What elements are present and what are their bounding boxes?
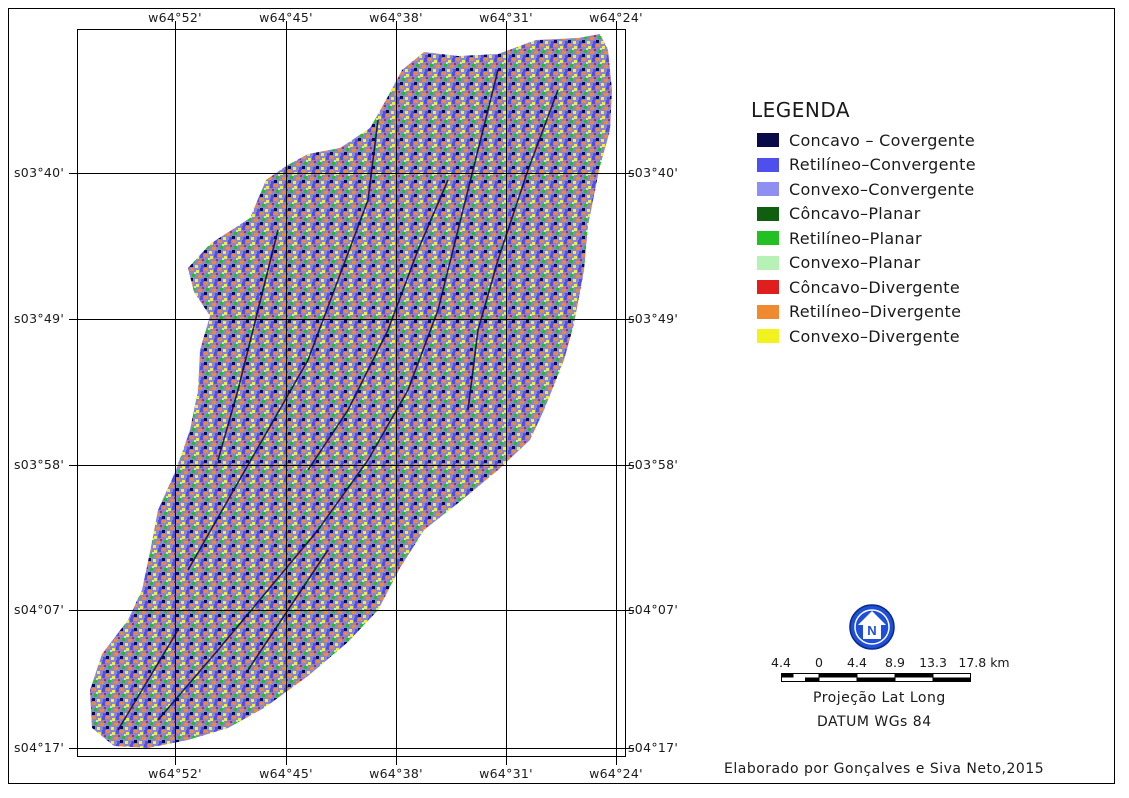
legend-swatch xyxy=(757,329,779,343)
tick-mark xyxy=(626,610,634,611)
lat-label: s03°58' xyxy=(14,457,65,472)
legend-item: Retilíneo–Convergente xyxy=(757,153,976,177)
projection-text: Projeção Lat Long xyxy=(813,690,946,706)
credit-text: Elaborado por Gonçalves e Siva Neto,2015 xyxy=(724,761,1045,777)
lon-label: w64°38' xyxy=(369,766,423,781)
datum-text: DATUM WGs 84 xyxy=(817,714,932,730)
tick-mark xyxy=(616,21,617,29)
legend-label: Retilíneo–Divergente xyxy=(789,302,962,321)
legend-label: Convexo–Planar xyxy=(789,253,921,272)
legend-item: Côncavo–Planar xyxy=(757,202,921,226)
legend-label: Concavo – Covergente xyxy=(789,130,975,150)
lat-label: s04°07' xyxy=(14,602,65,617)
scale-label: 0 xyxy=(815,655,823,670)
legend-item: Convexo–Planar xyxy=(757,251,921,275)
lon-label: w64°31' xyxy=(479,10,533,25)
watershed-map xyxy=(90,34,612,748)
map-frame xyxy=(8,8,1115,784)
tick-mark xyxy=(69,319,77,320)
grid-line-lon xyxy=(175,29,176,757)
grid-line-lon xyxy=(616,29,617,757)
scale-label: 4.4 xyxy=(847,655,867,670)
scale-label: 4.4 xyxy=(771,655,791,670)
watershed-area xyxy=(90,34,612,748)
lat-label: s03°49' xyxy=(628,311,679,326)
legend-label: Convexo–Divergente xyxy=(789,326,960,346)
north-letter: N xyxy=(867,623,876,638)
lon-label: w64°52' xyxy=(148,766,202,781)
grid-line-lon xyxy=(396,29,397,757)
legend-item: Convexo–Divergente xyxy=(757,324,960,348)
lat-label: s03°49' xyxy=(14,311,65,326)
legend-swatch xyxy=(757,133,779,147)
legend-item: Retilíneo–Planar xyxy=(757,226,922,250)
grid-line-lat xyxy=(77,319,626,320)
legend-swatch xyxy=(757,304,779,319)
tick-mark xyxy=(175,21,176,29)
tick-mark xyxy=(626,465,634,466)
lon-label: w64°45' xyxy=(259,10,313,25)
tick-mark xyxy=(396,757,397,765)
legend-label: Retilíneo–Planar xyxy=(789,228,922,248)
lon-label: w64°24' xyxy=(589,766,643,781)
tick-mark xyxy=(626,748,634,749)
tick-mark xyxy=(396,21,397,29)
grid-line-lon xyxy=(506,29,507,757)
tick-mark xyxy=(286,757,287,765)
grid-line-lat xyxy=(77,173,626,174)
legend-item: Côncavo–Divergente xyxy=(757,275,960,299)
lat-label: s03°58' xyxy=(628,457,679,472)
lon-label: w64°52' xyxy=(148,10,202,25)
drainage-network xyxy=(117,69,559,731)
legend-swatch xyxy=(757,182,779,196)
legend-label: Retilíneo–Convergente xyxy=(789,155,976,174)
lon-label: w64°24' xyxy=(589,10,643,25)
lat-label: s04°17' xyxy=(14,740,65,755)
legend-swatch xyxy=(757,255,779,270)
legend-swatch xyxy=(757,206,779,221)
tick-mark xyxy=(69,173,77,174)
grid-line-lat xyxy=(77,465,626,466)
lon-label: w64°38' xyxy=(369,10,423,25)
tick-mark xyxy=(286,21,287,29)
grid-line-lat xyxy=(77,610,626,611)
legend-swatch xyxy=(757,157,779,172)
scale-labels: 4.4 0 4.4 8.9 13.3 17.8 km xyxy=(770,655,1050,671)
lat-label: s04°07' xyxy=(628,602,679,617)
grid-line-lon xyxy=(286,29,287,757)
legend-label: Côncavo–Divergente xyxy=(789,277,960,297)
legend-item: Retilíneo–Divergente xyxy=(757,300,961,324)
legend-title: LEGENDA xyxy=(751,98,851,122)
grid-line-lat xyxy=(77,748,626,749)
scale-label: 17.8 km xyxy=(958,655,1010,670)
tick-mark xyxy=(506,757,507,765)
legend-item: Convexo–Convergente xyxy=(757,177,975,201)
tick-mark xyxy=(626,319,634,320)
north-arrow-icon: N xyxy=(849,604,895,650)
tick-mark xyxy=(69,748,77,749)
legend-label: Côncavo–Planar xyxy=(789,204,921,223)
legend-label: Convexo–Convergente xyxy=(789,179,975,199)
tick-mark xyxy=(175,757,176,765)
tick-mark xyxy=(626,173,634,174)
tick-mark xyxy=(69,465,77,466)
lon-label: w64°31' xyxy=(479,766,533,781)
map-area xyxy=(77,29,626,757)
legend-swatch xyxy=(757,280,779,294)
tick-mark xyxy=(69,610,77,611)
legend-swatch xyxy=(757,231,779,245)
scale-label: 13.3 xyxy=(919,655,947,670)
lat-label: s03°40' xyxy=(628,165,679,180)
scale-bar xyxy=(781,673,971,682)
lat-label: s04°17' xyxy=(628,740,679,755)
scale-label: 8.9 xyxy=(885,655,905,670)
tick-mark xyxy=(506,21,507,29)
lon-label: w64°45' xyxy=(259,766,313,781)
legend-item: Concavo – Covergente xyxy=(757,128,975,152)
lat-label: s03°40' xyxy=(14,165,65,180)
tick-mark xyxy=(616,757,617,765)
